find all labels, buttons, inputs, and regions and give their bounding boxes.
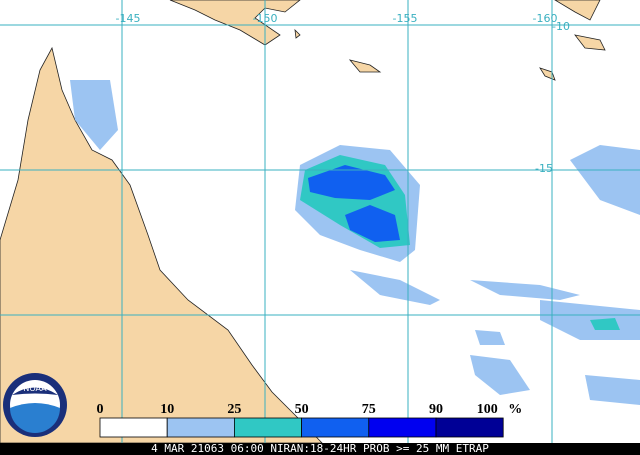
noaa-logo: NOAA: [3, 373, 67, 437]
legend-label: 90: [429, 402, 443, 417]
graticule: [0, 0, 640, 443]
footer: 4 MAR 21063 06:00 NIRAN:18-24HR PROB >= …: [151, 442, 489, 455]
legend-unit: %: [508, 402, 522, 417]
lat-label: -10: [552, 20, 570, 33]
legend: 0 10 25 50 75 90 100%: [97, 402, 522, 438]
legend-swatch: [233, 417, 302, 438]
legend-swatch: [99, 417, 168, 438]
precip-areas: [70, 80, 640, 405]
lon-label: -160: [533, 12, 558, 25]
legend-swatch: [301, 417, 370, 438]
legend-label: 10: [160, 402, 174, 417]
lon-label: -150: [253, 12, 278, 25]
legend-label: 25: [227, 402, 241, 417]
legend-label: 75: [362, 402, 376, 417]
legend-swatch: [166, 417, 235, 438]
logo-text: NOAA: [23, 384, 47, 393]
legend-swatch: [435, 417, 504, 438]
lat-label: -15: [535, 162, 553, 175]
land: [0, 0, 606, 444]
legend-label: 0: [97, 402, 104, 417]
lon-label: -155: [393, 12, 418, 25]
footer-bar: [0, 443, 640, 455]
legend-swatch: [368, 417, 437, 438]
legend-label: 50: [295, 402, 309, 417]
lon-label: -145: [116, 12, 141, 25]
legend-label: 100: [477, 402, 498, 417]
